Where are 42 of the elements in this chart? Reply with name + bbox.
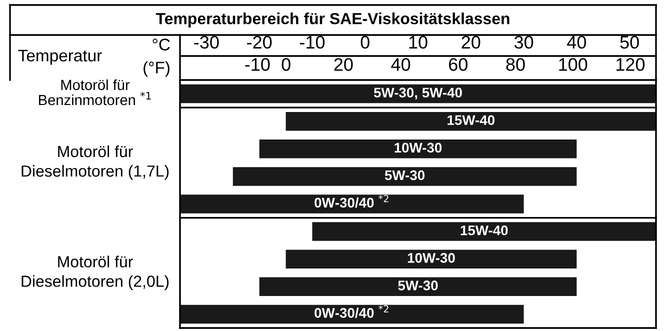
bar	[286, 112, 656, 131]
x-tick-label: 50	[620, 36, 639, 49]
x2-tick-label: 100	[559, 58, 588, 71]
x2-axis-title: (°F)	[144, 61, 170, 77]
text: Motoröl für Dieselmotoren (2,0L)	[22, 256, 169, 290]
y-tick-label: 10W-30	[394, 142, 442, 153]
chart-title: Temperaturbereich für SAE-Viskositätsklassen	[156, 12, 510, 28]
y-tick-label: 0W-30/40 $^{*2}$	[314, 194, 388, 208]
y-tick-label: 10W-30	[408, 253, 455, 263]
bar	[259, 140, 577, 158]
x2-tick-label: 80	[506, 58, 525, 71]
x2-tick-label: 0	[282, 58, 290, 71]
x-tick-label: -20	[247, 36, 272, 49]
y-tick-label: 15W-40	[448, 115, 494, 126]
bar	[259, 277, 577, 296]
x-tick-label: 30	[514, 36, 534, 49]
x-tick-label: 20	[462, 36, 480, 49]
x-tick-label: -30	[194, 36, 219, 49]
y-tick-label: 5W-30, 5W-40	[374, 88, 462, 100]
bar	[180, 194, 524, 214]
x2-tick-label: 40	[391, 58, 410, 71]
bar	[180, 84, 656, 104]
x-tick-label: 10	[409, 36, 428, 49]
y-tick-label: 0W-30/40 $^{*2}$	[314, 305, 388, 318]
x-tick-label: 0	[360, 36, 370, 49]
x-axis-title: °C	[152, 38, 170, 50]
x2-tick-label: 20	[334, 58, 353, 71]
bar	[180, 304, 524, 324]
text: Motoröl für Benzinmotoren $^{*1}$	[39, 79, 151, 106]
x2-tick-label: 60	[449, 58, 468, 71]
text: Motoröl für Dieselmotoren (1,7L)	[22, 145, 169, 180]
text: Temperatur	[18, 50, 102, 65]
y-tick-label: 5W-30	[384, 170, 425, 180]
x2-tick-label: -10	[245, 58, 270, 71]
x-tick-label: -10	[300, 36, 325, 49]
bar	[286, 250, 577, 268]
y-tick-label: 5W-30	[398, 280, 438, 290]
x-tick-label: 40	[567, 36, 586, 49]
y-tick-label: 15W-40	[460, 225, 508, 236]
bar	[312, 222, 656, 241]
x2-tick-label: 120	[616, 58, 645, 71]
bar	[232, 167, 577, 186]
